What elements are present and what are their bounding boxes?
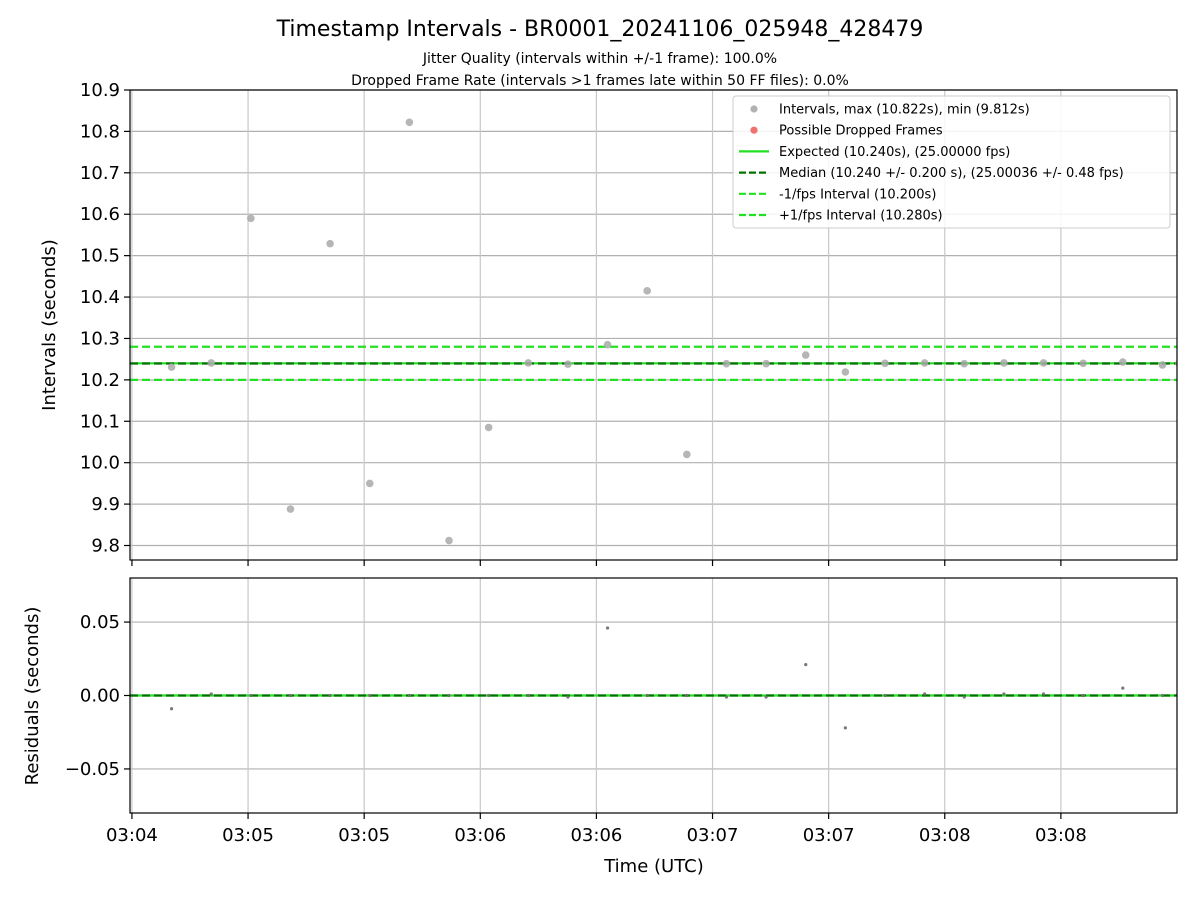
xtick-label: 03:06 <box>454 825 506 846</box>
bottom-point <box>249 693 253 698</box>
top-ytick-label: 10.0 <box>80 453 120 474</box>
bottom-ytick-label: 0.05 <box>80 612 120 633</box>
top-ytick-label: 10.2 <box>80 370 120 391</box>
xtick-label: 03:08 <box>1035 825 1087 846</box>
top-point <box>445 536 453 545</box>
bottom-point <box>487 693 491 698</box>
bottom-point <box>526 693 530 698</box>
top-point <box>683 450 691 459</box>
bottom-point <box>605 626 610 630</box>
top-point <box>603 340 612 349</box>
top-ytick-label: 10.6 <box>80 204 120 225</box>
bottom-point <box>169 707 174 711</box>
bottom-point <box>962 695 966 699</box>
legend-label: Intervals, max (10.822s), min (9.812s) <box>779 103 1030 118</box>
legend-label: Expected (10.240s), (25.00000 fps) <box>779 145 1010 160</box>
bottom-point <box>1041 692 1046 696</box>
top-point <box>207 359 216 367</box>
top-point <box>920 359 929 367</box>
bottom-point <box>764 695 768 699</box>
bottom-y-axis-label: Residuals (seconds) <box>22 607 43 786</box>
top-ytick-label: 10.9 <box>80 80 120 101</box>
bottom-point <box>645 693 649 698</box>
bottom-point <box>447 693 451 698</box>
top-point <box>247 214 255 223</box>
top-point <box>484 423 493 432</box>
legend-label: -1/fps Interval (10.200s) <box>779 187 936 202</box>
top-point <box>524 359 533 367</box>
top-point <box>167 363 176 371</box>
xtick-label: 03:04 <box>106 825 158 846</box>
bottom-ytick-label: 0.00 <box>80 686 120 707</box>
bottom-point <box>566 695 570 699</box>
chart-subtitle-dropped: Dropped Frame Rate (intervals >1 frames … <box>351 73 849 89</box>
top-y-axis-label: Intervals (seconds) <box>39 239 60 411</box>
top-point <box>643 287 651 295</box>
top-point <box>1039 359 1048 367</box>
bottom-point <box>368 693 372 698</box>
top-ytick-label: 10.1 <box>80 411 120 432</box>
bottom-point <box>1160 693 1165 698</box>
legend-label: Possible Dropped Frames <box>779 124 943 139</box>
bottom-point <box>883 693 887 698</box>
top-point <box>286 505 295 513</box>
bottom-point <box>1081 693 1085 698</box>
legend-marker <box>750 105 758 113</box>
top-ytick-label: 10.3 <box>80 328 120 349</box>
bottom-point <box>724 695 729 699</box>
bottom-point <box>685 693 689 698</box>
bottom-point <box>407 693 411 698</box>
top-point <box>841 368 850 376</box>
top-point <box>365 479 374 488</box>
top-point <box>762 359 770 368</box>
top-ytick-label: 9.8 <box>91 536 120 557</box>
top-point <box>1000 359 1008 367</box>
bottom-point <box>923 692 927 696</box>
chart-title: Timestamp Intervals - BR0001_20241106_02… <box>276 17 924 42</box>
bottom-point <box>288 693 293 698</box>
top-ytick-label: 10.8 <box>80 121 120 142</box>
top-ytick-label: 10.4 <box>80 287 120 308</box>
legend-box <box>732 95 1171 229</box>
top-ytick-label: 9.9 <box>91 494 120 515</box>
xtick-label: 03:05 <box>222 825 274 846</box>
bottom-point <box>1177 698 1180 701</box>
top-point <box>960 359 969 368</box>
bottom-point <box>328 693 332 698</box>
top-point <box>1119 358 1127 366</box>
bottom-point <box>209 692 213 696</box>
legend-marker <box>750 126 758 134</box>
bottom-ytick-label: −0.05 <box>65 759 120 780</box>
top-ytick-label: 10.7 <box>80 163 120 184</box>
bottom-point <box>1121 686 1125 690</box>
top-point <box>1175 360 1177 367</box>
bottom-point <box>1002 692 1006 696</box>
xtick-label: 03:06 <box>570 825 622 846</box>
top-point <box>722 359 731 368</box>
residuals-panel: −0.05 0.00 0.05 03:04 03:05 03:05 03:06 03:06 03… <box>65 577 1180 846</box>
top-point <box>881 359 889 368</box>
legend: Intervals, max (10.822s), min (9.812s) Po… <box>732 95 1171 229</box>
top-point <box>405 118 414 127</box>
xtick-label: 03:05 <box>338 825 390 846</box>
top-point <box>564 360 572 368</box>
xtick-label: 03:07 <box>803 825 855 846</box>
top-point <box>326 239 334 248</box>
x-axis-label: Time (UTC) <box>603 856 704 877</box>
xtick-label: 03:07 <box>687 825 739 846</box>
intervals-panel: 9.8 9.9 10.0 10.1 10.2 10.3 10.4 10.5 10.6 10.7 10… <box>80 80 1178 566</box>
legend-label: +1/fps Interval (10.280s) <box>779 209 943 224</box>
top-ytick-label: 10.5 <box>80 246 120 267</box>
xtick-label: 03:08 <box>919 825 971 846</box>
top-point <box>1158 361 1167 369</box>
top-point <box>801 351 810 359</box>
bottom-point <box>804 663 808 667</box>
bottom-point <box>843 726 847 730</box>
top-frame <box>129 89 1178 561</box>
legend-label: Median (10.240 +/- 0.200 s), (25.00036 +… <box>779 166 1124 181</box>
top-point <box>1079 359 1087 368</box>
chart-subtitle-jitter: Jitter Quality (intervals within +/-1 fr… <box>422 51 777 67</box>
